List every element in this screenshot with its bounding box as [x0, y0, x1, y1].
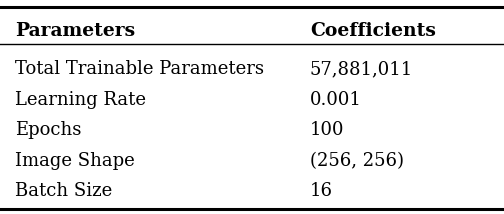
Text: 57,881,011: 57,881,011 [310, 60, 413, 78]
Text: Epochs: Epochs [15, 121, 82, 139]
Text: Coefficients: Coefficients [310, 22, 436, 40]
Text: Parameters: Parameters [15, 22, 135, 40]
Text: Learning Rate: Learning Rate [15, 91, 146, 108]
Text: 16: 16 [310, 182, 333, 200]
Text: Image Shape: Image Shape [15, 152, 135, 170]
Text: 100: 100 [310, 121, 344, 139]
Text: Total Trainable Parameters: Total Trainable Parameters [15, 60, 264, 78]
Text: (256, 256): (256, 256) [310, 152, 404, 170]
Text: Batch Size: Batch Size [15, 182, 112, 200]
Text: 0.001: 0.001 [310, 91, 362, 108]
